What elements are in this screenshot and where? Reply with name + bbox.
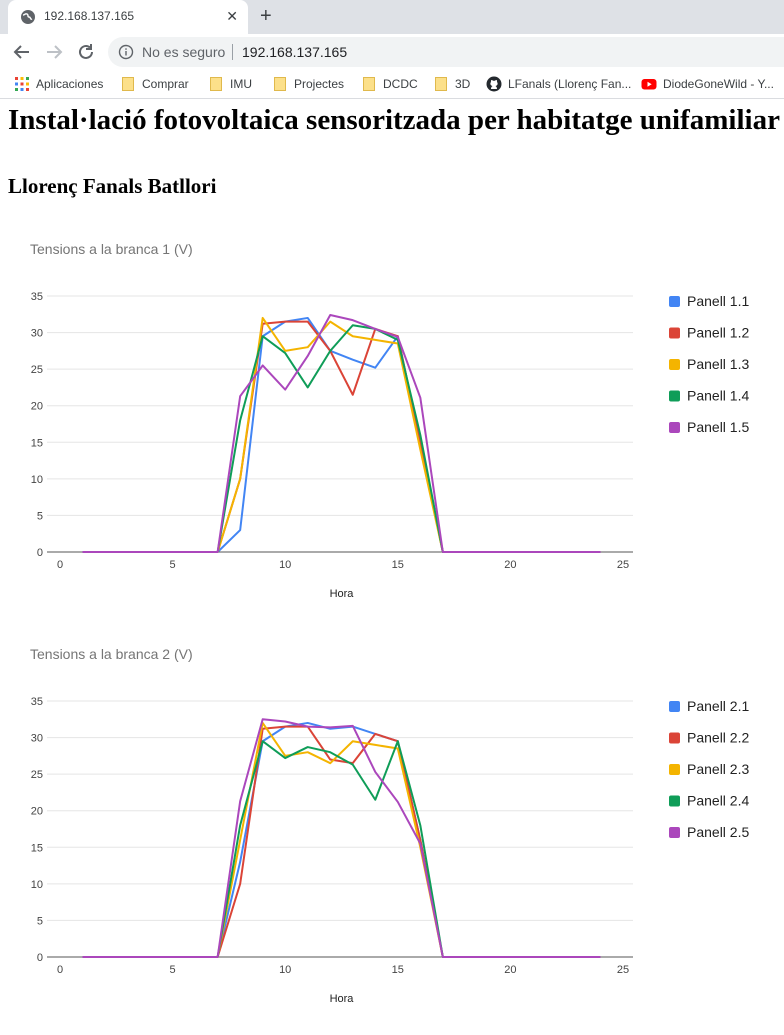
- y-tick-label: 10: [31, 879, 43, 891]
- chart-title: Tensions a la branca 1 (V): [30, 241, 193, 257]
- y-tick-label: 20: [31, 806, 43, 818]
- page-title: Instal·lació fotovoltaica sensoritzada p…: [8, 104, 780, 136]
- legend-label: Panell 2.4: [687, 793, 749, 809]
- x-tick-label: 25: [617, 964, 629, 976]
- y-tick-label: 5: [37, 915, 43, 927]
- y-tick-label: 15: [31, 842, 43, 854]
- series-line-3: [82, 316, 601, 553]
- folder-icon: [208, 76, 224, 92]
- x-tick-label: 25: [617, 559, 629, 571]
- legend-swatch: [669, 764, 680, 775]
- x-tick-label: 0: [57, 559, 63, 571]
- legend-label: Panell 1.1: [687, 293, 749, 309]
- y-tick-label: 0: [37, 952, 43, 964]
- legend-swatch: [669, 701, 680, 712]
- bookmark-label: Comprar: [142, 77, 189, 91]
- folder-icon: [120, 76, 136, 92]
- y-tick-label: 0: [37, 547, 43, 559]
- legend-label: Panell 2.2: [687, 730, 749, 746]
- legend-label: Panell 1.3: [687, 356, 749, 372]
- x-tick-label: 15: [392, 964, 404, 976]
- legend-label: Panell 2.1: [687, 698, 749, 714]
- globe-icon: [21, 10, 35, 24]
- y-tick-label: 25: [31, 769, 43, 781]
- folder-icon: [361, 76, 377, 92]
- legend-label: Panell 2.5: [687, 824, 749, 840]
- bookmark-label: 3D: [455, 77, 471, 91]
- x-tick-label: 5: [170, 964, 176, 976]
- series-line-5: [82, 314, 601, 553]
- reload-icon[interactable]: [74, 40, 98, 64]
- x-tick-label: 0: [57, 964, 63, 976]
- bookmarks-bar: Aplicaciones Comprar IMU Projectes DCDC …: [0, 70, 784, 99]
- x-tick-label: 20: [504, 964, 516, 976]
- folder-icon: [433, 76, 449, 92]
- legend-swatch: [669, 359, 680, 370]
- chart-branca-1: Tensions a la branca 1 (V) 0 5 10 15 20 25 30 35…: [0, 230, 784, 630]
- legend-label: Panell 1.4: [687, 388, 749, 404]
- x-axis-label: Hora: [330, 993, 355, 1005]
- github-icon: [486, 76, 502, 92]
- toolbar: No es seguro 192.168.137.165: [0, 34, 784, 70]
- chart-branca-2: Tensions a la branca 2 (V) 0 5 10 15 20 25 30 35…: [0, 635, 784, 1035]
- y-tick-label: 30: [31, 328, 43, 340]
- y-tick-label: 15: [31, 437, 43, 449]
- folder-icon: [272, 76, 288, 92]
- line-chart-1: Tensions a la branca 1 (V) 0 5 10 15 20 25 30 35…: [30, 241, 749, 600]
- page-subtitle: Llorenç Fanals Batllori: [8, 174, 217, 198]
- legend-swatch: [669, 795, 680, 807]
- new-tab-button[interactable]: +: [260, 5, 272, 27]
- y-tick-label: 25: [31, 364, 43, 376]
- y-tick-label: 5: [37, 510, 43, 522]
- youtube-icon: [641, 79, 657, 90]
- bookmark-label: Aplicaciones: [36, 77, 104, 91]
- bookmark-label: LFanals (Llorenç Fan...: [508, 77, 632, 91]
- bookmark-label: DCDC: [383, 77, 418, 91]
- series-line-4: [82, 740, 601, 958]
- series-line-1: [82, 316, 601, 553]
- legend-swatch: [669, 390, 680, 402]
- series-line-5: [82, 718, 601, 958]
- omnibox-divider: [232, 44, 233, 60]
- series-line-2: [82, 725, 601, 958]
- legend-label: Panell 1.5: [687, 419, 749, 435]
- bookmark-label: DiodeGoneWild - Y...: [663, 77, 774, 91]
- back-arrow-icon[interactable]: [10, 40, 34, 64]
- close-tab-icon[interactable]: ✕: [226, 8, 238, 24]
- chart-title: Tensions a la branca 2 (V): [30, 646, 193, 662]
- tab-title: 192.168.137.165: [44, 9, 135, 23]
- line-chart-2: Tensions a la branca 2 (V) 0 5 10 15 20 25 30 35…: [30, 646, 749, 1005]
- legend-swatch: [669, 422, 680, 433]
- legend-swatch: [669, 827, 680, 838]
- tab-strip: 192.168.137.165 ✕ +: [0, 0, 784, 34]
- x-axis-label: Hora: [330, 588, 355, 600]
- y-tick-label: 30: [31, 733, 43, 745]
- y-tick-label: 10: [31, 474, 43, 486]
- y-tick-label: 20: [31, 401, 43, 413]
- legend-swatch: [669, 327, 680, 339]
- y-tick-label: 35: [31, 696, 43, 708]
- forward-arrow-icon[interactable]: [42, 40, 66, 64]
- bookmark-label: Projectes: [294, 77, 345, 91]
- y-tick-label: 35: [31, 291, 43, 303]
- security-indicator[interactable]: No es seguro: [142, 44, 226, 60]
- legend-swatch: [669, 296, 680, 307]
- x-tick-label: 15: [392, 559, 404, 571]
- bookmark-label: IMU: [230, 77, 252, 91]
- info-icon[interactable]: [118, 44, 134, 60]
- legend-label: Panell 1.2: [687, 325, 749, 341]
- x-tick-label: 10: [279, 559, 291, 571]
- legend-label: Panell 2.3: [687, 761, 749, 777]
- apps-grid-icon: [15, 77, 29, 91]
- x-tick-label: 20: [504, 559, 516, 571]
- x-tick-label: 10: [279, 964, 291, 976]
- url-text[interactable]: 192.168.137.165: [242, 44, 348, 60]
- address-bar[interactable]: No es seguro 192.168.137.165: [108, 37, 784, 67]
- legend-swatch: [669, 732, 680, 744]
- series-line-4: [82, 324, 601, 553]
- x-tick-label: 5: [170, 559, 176, 571]
- browser-tab[interactable]: 192.168.137.165 ✕: [8, 0, 248, 34]
